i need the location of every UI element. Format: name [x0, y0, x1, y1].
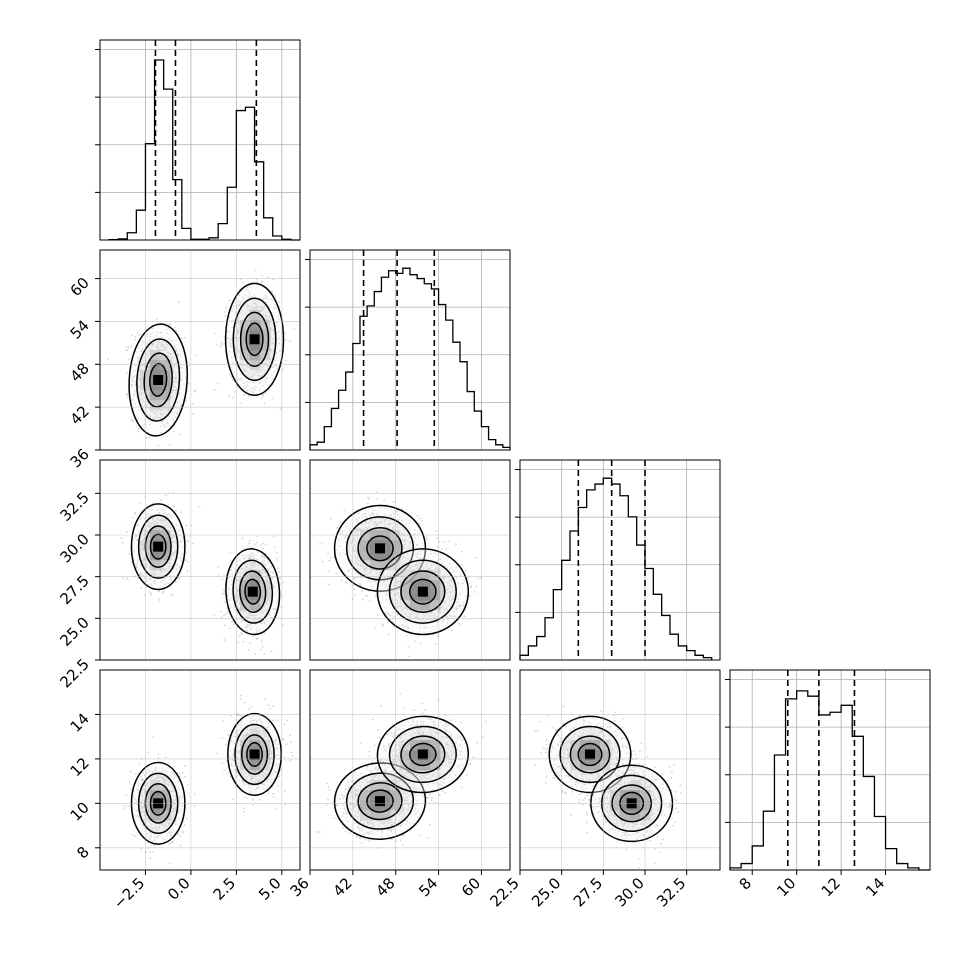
scatter-panel-1-2 — [309, 459, 511, 661]
scatter-panel-2-3 — [519, 669, 721, 871]
x-tick-label: 30.0 — [611, 874, 647, 910]
x-axis-0: −2.5 0.0 2.5 5.0 — [110, 870, 285, 913]
x-axis-2: 22.5 25.0 27.5 30.0 32.5 — [486, 870, 689, 910]
mode-peak — [247, 586, 258, 597]
panel-frame — [309, 459, 511, 661]
x-axis-3: 8 10 12 14 — [736, 870, 888, 900]
x-tick-label: 54 — [415, 874, 441, 900]
mode-peak — [249, 334, 260, 345]
histogram-panel-1 — [305, 249, 511, 451]
x-tick-label: 60 — [458, 874, 484, 900]
y-tick-label: 60 — [67, 274, 93, 300]
scatter-panel-0-3 — [99, 669, 301, 871]
mode-peak — [417, 749, 428, 760]
histogram-step-3 — [729, 690, 930, 871]
panel-frame — [519, 669, 721, 871]
y-tick-label: 48 — [67, 359, 93, 385]
y-tick-label: 25.0 — [56, 613, 92, 649]
histogram-step-1 — [309, 267, 511, 450]
y-tick-label: 32.5 — [56, 488, 92, 524]
panel-frame — [99, 249, 301, 451]
histogram-step-2 — [519, 477, 713, 660]
histogram-step-0 — [108, 59, 300, 241]
panel-content — [316, 692, 487, 849]
mode-peak — [417, 586, 428, 597]
mode-peak — [375, 543, 385, 554]
panel-frame — [309, 249, 511, 451]
contours — [333, 715, 470, 840]
x-tick-label: 2.5 — [210, 874, 240, 904]
x-tick-label: 25.0 — [528, 874, 564, 910]
mode-peak — [585, 749, 595, 760]
x-tick-label: 12 — [818, 874, 844, 900]
x-tick-label: 32.5 — [653, 874, 689, 910]
panel-frame — [519, 459, 721, 661]
x-tick-label: 48 — [372, 874, 398, 900]
contours — [333, 504, 470, 636]
panel-frame — [99, 459, 301, 661]
y-tick-label: 54 — [67, 317, 93, 343]
histogram-panel-2 — [515, 459, 721, 661]
y-tick-label: 27.5 — [56, 572, 92, 608]
x-tick-label: 8 — [736, 874, 755, 893]
contours — [128, 282, 285, 437]
y-tick-label: 42 — [67, 402, 93, 428]
x-tick-label: −2.5 — [110, 874, 148, 912]
y-axis-3: 8 10 12 14 — [67, 710, 100, 862]
mode-peak — [249, 749, 260, 760]
mode-peak — [375, 796, 385, 807]
y-tick-label: 14 — [67, 710, 93, 736]
y-axis-2: 22.5 25.0 27.5 30.0 32.5 — [56, 488, 100, 691]
mode-peak — [153, 375, 164, 385]
x-tick-label: 27.5 — [570, 874, 606, 910]
contours — [130, 503, 281, 636]
x-tick-label: 14 — [862, 874, 888, 900]
y-tick-label: 22.5 — [56, 655, 92, 691]
histogram-panel-0 — [95, 39, 301, 241]
x-tick-label: 10 — [773, 874, 799, 900]
scatter-panel-0-1 — [99, 249, 301, 451]
scatter-panel-1-3 — [309, 669, 511, 871]
panel-content — [107, 269, 296, 450]
x-tick-label: 0.0 — [164, 874, 194, 904]
x-tick-label: 42 — [329, 874, 355, 900]
x-tick-label: 22.5 — [486, 874, 522, 910]
mode-peak — [153, 541, 164, 552]
y-tick-label: 8 — [73, 843, 92, 862]
scatter-panel-0-2 — [99, 459, 301, 661]
x-tick-label: 36 — [287, 874, 313, 900]
histogram-panel-3 — [725, 669, 931, 871]
panel-frame — [99, 39, 301, 241]
x-axis-1: 36 42 48 54 60 — [287, 870, 484, 900]
panels: −2.5 0.0 2.5 5.0 36 42 48 54 60 22.5 25.0 27.5 30.0 3… — [56, 39, 931, 913]
panel-frame — [729, 669, 931, 871]
panel-frame — [99, 669, 301, 871]
y-tick-label: 10 — [67, 798, 93, 824]
y-axis-1: 36 42 48 54 60 — [67, 274, 100, 471]
y-tick-label: 36 — [67, 445, 93, 471]
panel-frame — [309, 669, 511, 871]
y-tick-label: 12 — [67, 754, 93, 780]
x-tick-label: 5.0 — [255, 874, 285, 904]
y-tick-label: 30.0 — [56, 530, 92, 566]
